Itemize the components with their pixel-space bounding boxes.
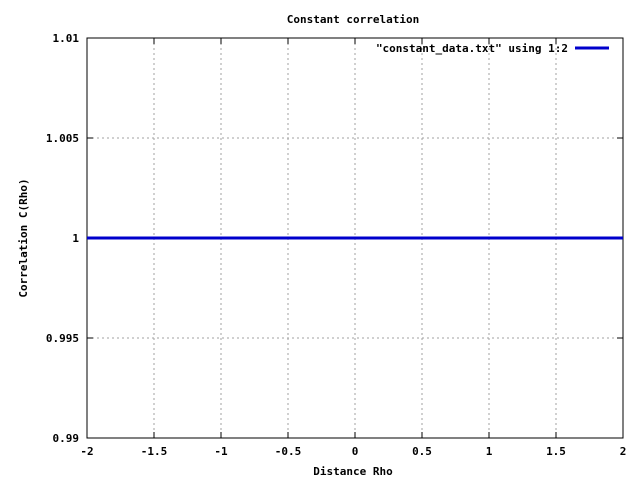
- y-tick-label: 1.005: [46, 132, 79, 145]
- x-tick-label: 0: [352, 445, 359, 458]
- x-tick-label: -0.5: [275, 445, 302, 458]
- legend: "constant_data.txt" using 1:2: [376, 42, 609, 55]
- axis-ticks: -2 -1.5 -1 -0.5 0 0.5 1 1.5 2 0.99 0.995 1 1.005 1.01: [46, 32, 626, 458]
- y-axis-label: Correlation C(Rho): [17, 178, 30, 297]
- y-tick-label: 1: [72, 232, 79, 245]
- y-tick-label: 0.995: [46, 332, 79, 345]
- legend-label: "constant_data.txt" using 1:2: [376, 42, 568, 55]
- x-tick-label: 1.5: [546, 445, 566, 458]
- x-tick-label: -1.5: [141, 445, 168, 458]
- chart-title: Constant correlation: [287, 13, 419, 26]
- x-tick-label: 1: [486, 445, 493, 458]
- y-tick-label: 1.01: [53, 32, 80, 45]
- y-tick-label: 0.99: [53, 432, 80, 445]
- x-tick-label: -1: [214, 445, 228, 458]
- x-tick-label: 2: [620, 445, 627, 458]
- x-tick-label: 0.5: [412, 445, 432, 458]
- x-tick-label: -2: [80, 445, 93, 458]
- x-axis-label: Distance Rho: [313, 465, 393, 478]
